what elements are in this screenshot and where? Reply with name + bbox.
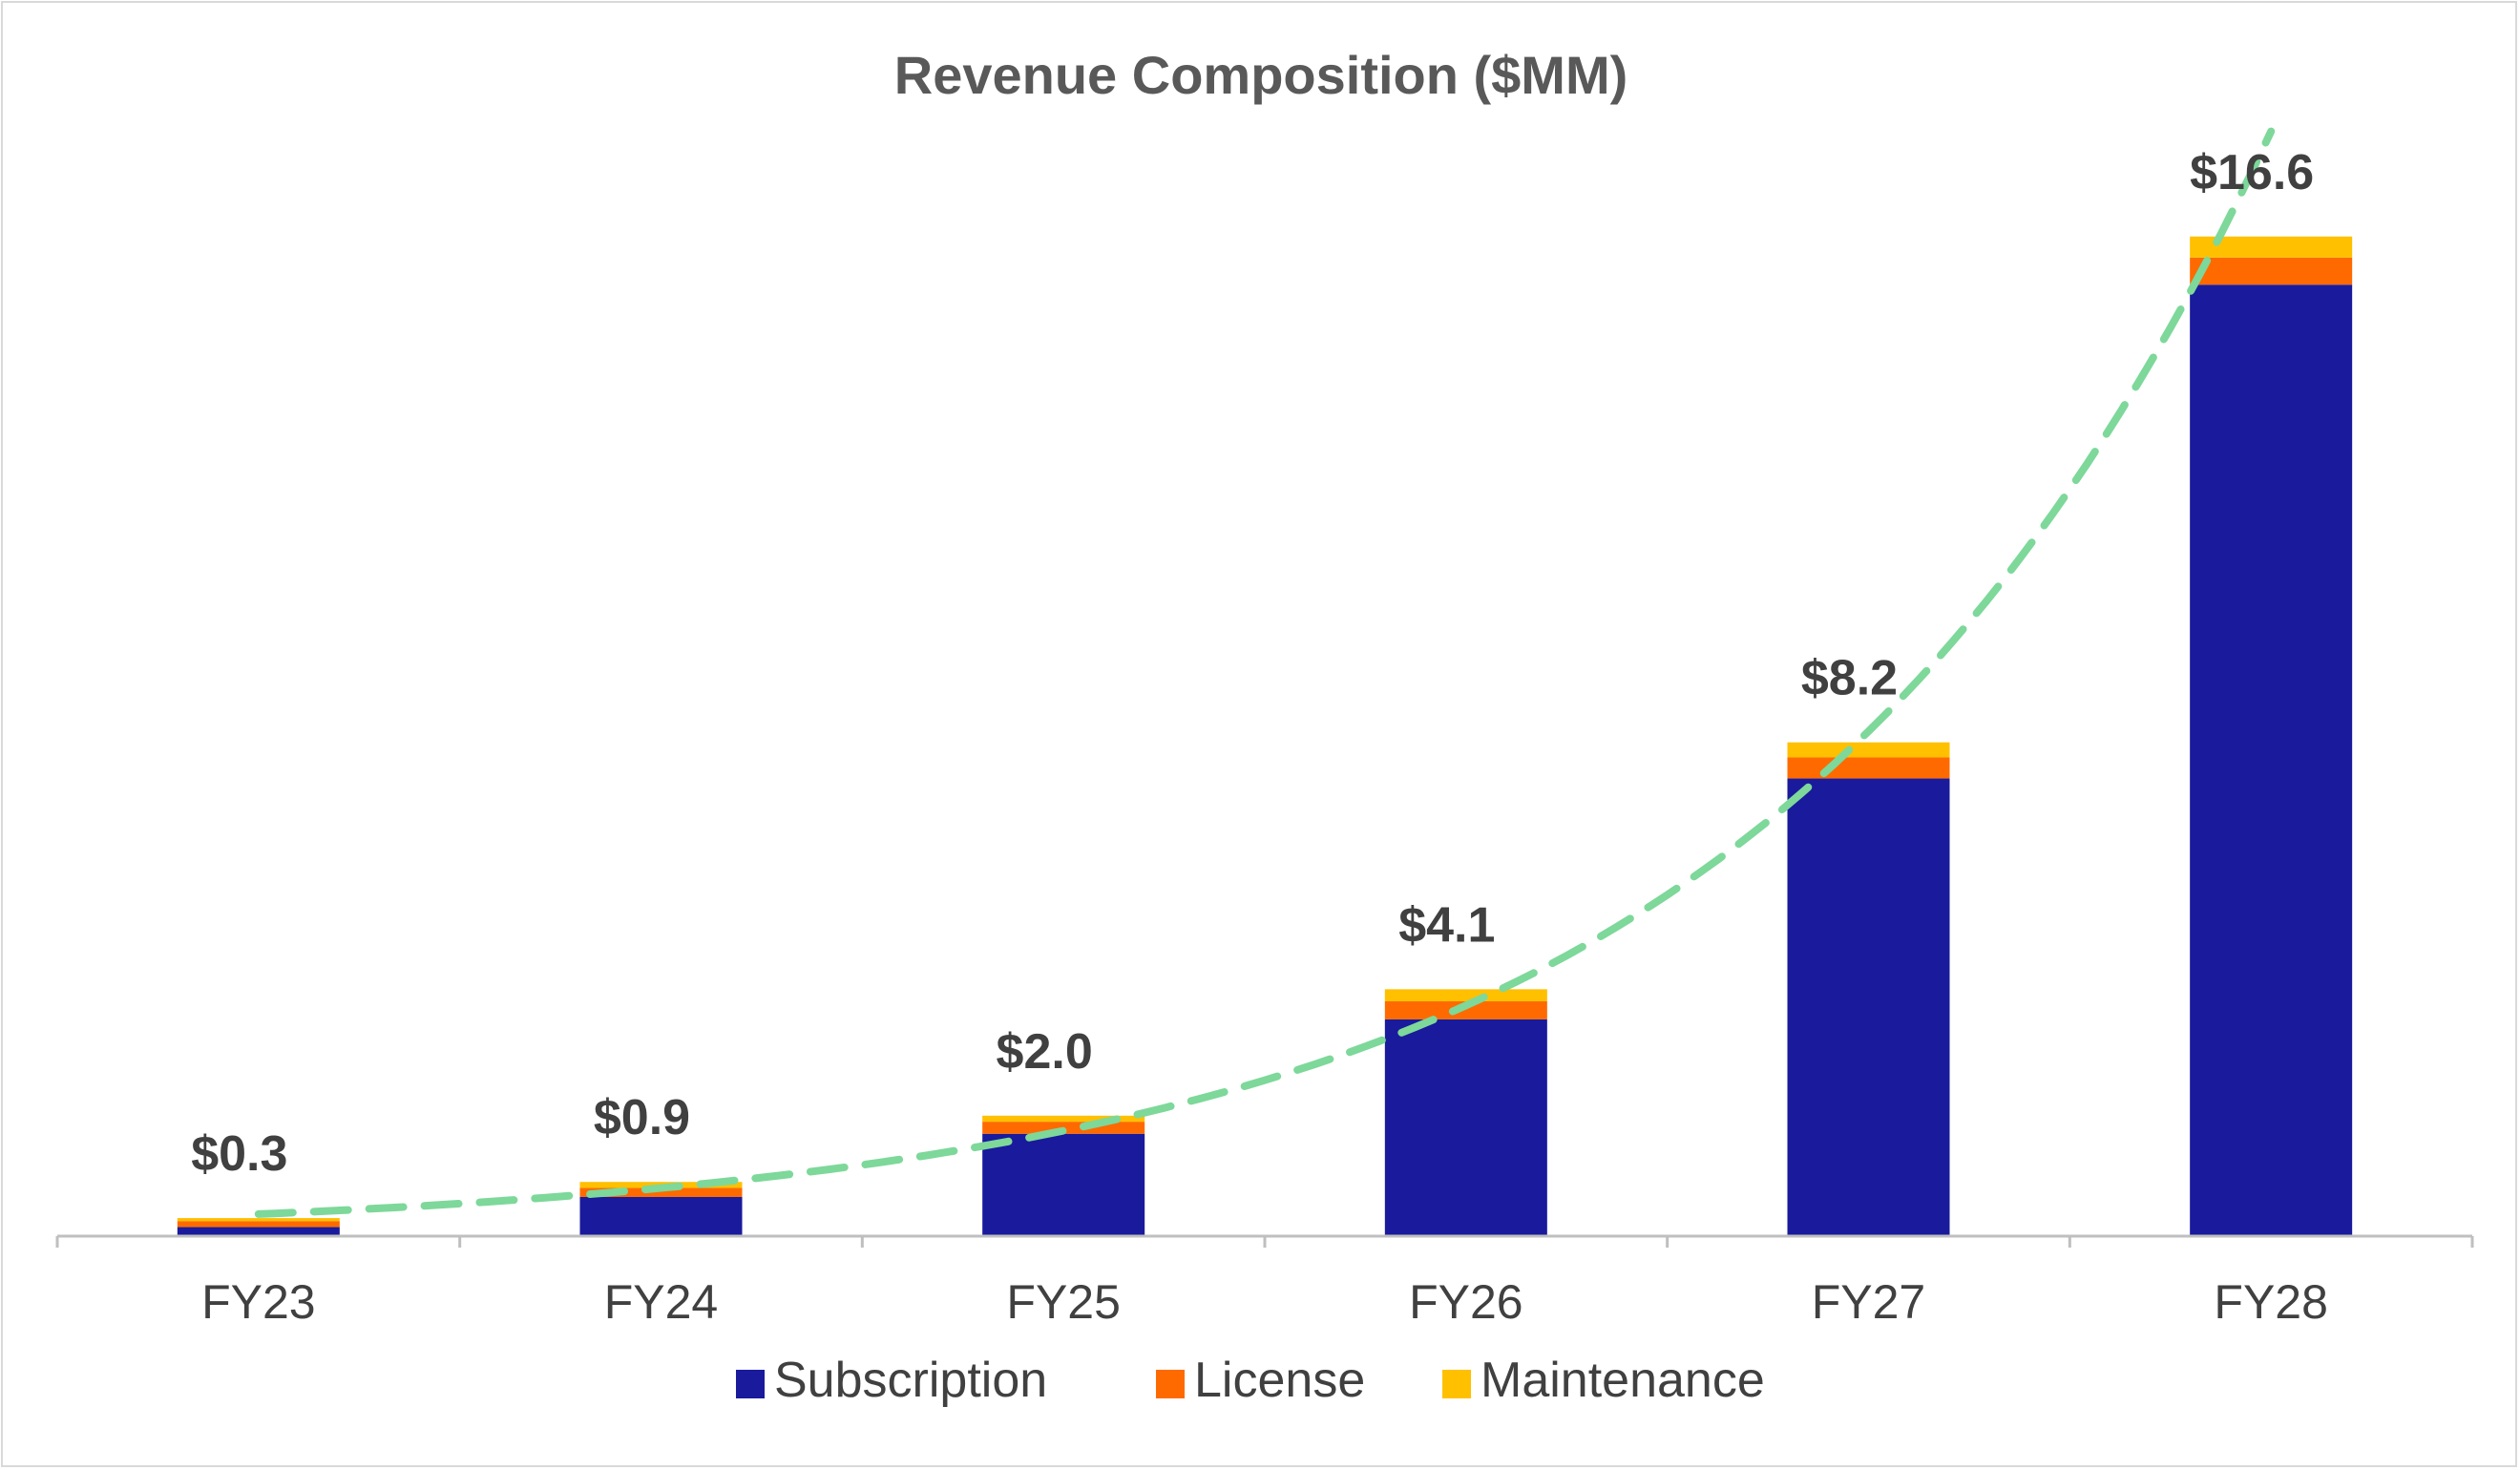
bar-license-fy27 <box>1787 757 1950 779</box>
trendline <box>254 127 2276 1218</box>
revenue-chart: Revenue Composition ($MM) FY23 FY24 FY25 FY… <box>55 45 2474 1408</box>
bar-subscription-fy26 <box>1384 1018 1547 1236</box>
legend-label-license: License <box>1194 1353 1365 1408</box>
bar-license-fy28 <box>2190 257 2353 285</box>
bars-layer <box>177 236 2353 1236</box>
legend: Subscription License Maintenance <box>736 1353 1765 1408</box>
chart-title: Revenue Composition ($MM) <box>894 45 1628 105</box>
total-label-fy28: $16.6 <box>2190 145 2314 200</box>
trendline-layer <box>254 127 2276 1218</box>
total-label-fy23: $0.3 <box>191 1126 287 1182</box>
bar-subscription-fy24 <box>579 1196 743 1236</box>
bar-maintenance-fy28 <box>2190 236 2353 258</box>
x-tick-label-fy26: FY26 <box>1409 1275 1523 1329</box>
total-label-fy26: $4.1 <box>1398 897 1495 953</box>
bar-subscription-fy23 <box>177 1227 340 1236</box>
total-label-fy24: $0.9 <box>594 1090 690 1145</box>
bar-license-fy26 <box>1384 1000 1547 1019</box>
legend-swatch-maintenance <box>1442 1370 1471 1398</box>
total-labels-layer: $0.3 $0.9 $2.0 $4.1 $8.2 $16.6 <box>191 145 2314 1182</box>
x-tick-label-fy27: FY27 <box>1812 1275 1926 1329</box>
bar-maintenance-fy27 <box>1787 742 1950 758</box>
bar-maintenance-fy26 <box>1384 989 1547 1001</box>
bar-maintenance-fy23 <box>177 1218 340 1222</box>
x-axis: FY23 FY24 FY25 FY26 FY27 FY28 <box>55 1234 2474 1329</box>
legend-swatch-subscription <box>736 1370 765 1398</box>
bar-license-fy23 <box>177 1221 340 1228</box>
bar-subscription-fy27 <box>1787 778 1950 1236</box>
x-tick-label-fy25: FY25 <box>1006 1275 1121 1329</box>
bar-subscription-fy28 <box>2190 284 2353 1236</box>
x-tick-label-fy24: FY24 <box>604 1275 719 1329</box>
bar-license-fy24 <box>579 1187 743 1197</box>
bar-subscription-fy25 <box>982 1133 1145 1236</box>
legend-label-maintenance: Maintenance <box>1480 1353 1765 1408</box>
x-tick-label-fy28: FY28 <box>2214 1275 2328 1329</box>
legend-label-subscription: Subscription <box>774 1353 1047 1408</box>
total-label-fy25: $2.0 <box>997 1024 1093 1080</box>
x-tick-label-fy23: FY23 <box>201 1275 316 1329</box>
total-label-fy27: $8.2 <box>1801 651 1898 706</box>
bar-maintenance-fy25 <box>982 1115 1145 1123</box>
legend-swatch-license <box>1156 1370 1185 1398</box>
